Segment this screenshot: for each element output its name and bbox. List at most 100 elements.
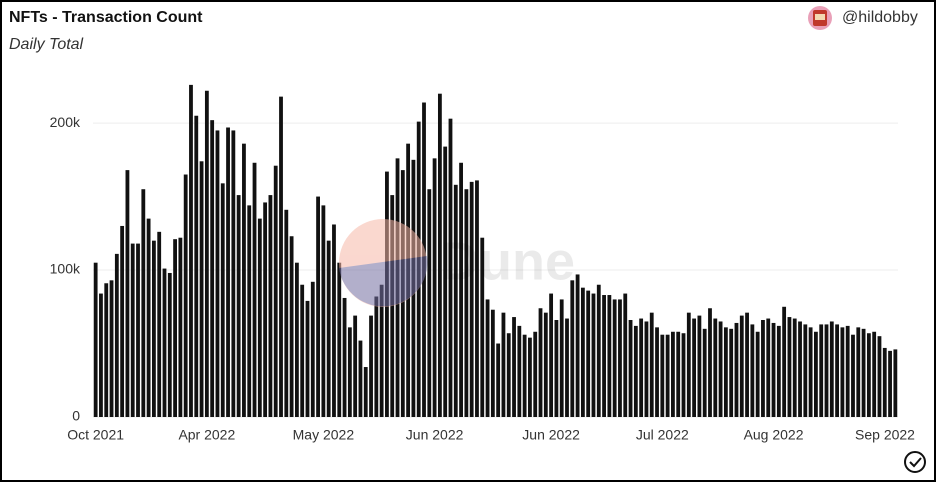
bar (771, 322, 776, 417)
bar (787, 317, 792, 417)
bar (851, 334, 855, 417)
bar (528, 337, 532, 417)
bar (247, 205, 252, 417)
bar (326, 240, 331, 417)
bar (120, 225, 125, 417)
bar (279, 96, 283, 418)
bar (596, 284, 601, 417)
check-icon[interactable] (904, 451, 926, 473)
bar (607, 295, 612, 417)
y-tick-label: 0 (72, 408, 80, 424)
bar (692, 318, 697, 417)
bar (702, 328, 707, 417)
bar (305, 300, 310, 417)
bar (591, 293, 596, 417)
x-tick-label: Apr 2022 (178, 427, 235, 443)
bar (390, 195, 395, 417)
bar (824, 324, 829, 417)
bar (660, 334, 665, 417)
x-tick-label: Oct 2021 (67, 427, 124, 443)
y-tick-label: 100k (50, 261, 81, 277)
bar (840, 327, 845, 417)
bar (782, 306, 787, 417)
bar (866, 333, 871, 417)
author[interactable]: @hildobby (842, 9, 918, 26)
bar (644, 321, 649, 417)
bar (231, 130, 236, 417)
bar (708, 308, 712, 417)
bar (506, 333, 511, 417)
bar (586, 290, 591, 417)
bar (242, 143, 246, 417)
bar (686, 312, 691, 417)
bar (453, 184, 458, 417)
bar (517, 325, 522, 417)
chart-subtitle: Daily Total (9, 36, 84, 53)
bar (623, 293, 628, 417)
bar (570, 280, 575, 417)
bar (93, 262, 98, 417)
bar (167, 272, 172, 417)
bar (618, 299, 622, 417)
bar (543, 312, 548, 417)
bar (501, 312, 506, 417)
bar (745, 312, 749, 417)
bar (284, 209, 289, 417)
x-tick-label: May 2022 (293, 427, 355, 443)
y-tick-label: 200k (50, 114, 81, 130)
bar (872, 331, 877, 417)
bar (766, 318, 771, 417)
bar (893, 349, 898, 417)
bar (475, 180, 479, 417)
bar (257, 218, 262, 417)
bar (220, 183, 225, 417)
bar (776, 325, 781, 417)
bar (734, 322, 739, 417)
x-tick-label: Jul 2022 (636, 427, 689, 443)
bar (104, 283, 109, 417)
bar (671, 331, 675, 417)
bar (554, 320, 559, 417)
bar (612, 299, 617, 417)
bar (729, 328, 734, 417)
bar (369, 315, 373, 417)
bar (114, 253, 119, 417)
bar (321, 205, 326, 417)
bar (602, 295, 606, 417)
bar (819, 324, 824, 417)
x-tick-label: Aug 2022 (744, 427, 804, 443)
bar (803, 324, 808, 417)
bar (337, 262, 342, 417)
bar (146, 218, 151, 417)
bar (109, 280, 114, 417)
bar (273, 165, 278, 417)
bar (363, 367, 368, 417)
bar (845, 325, 850, 417)
bar (464, 189, 469, 417)
bar (347, 327, 352, 417)
bar (798, 321, 802, 417)
bar (580, 287, 585, 417)
bar (861, 328, 866, 417)
bar (522, 334, 527, 417)
bar (877, 336, 882, 417)
bar (162, 268, 167, 417)
bar (628, 320, 633, 417)
bar (761, 320, 765, 417)
bar (263, 202, 268, 417)
bar (130, 243, 135, 417)
bar (856, 327, 861, 417)
bar (814, 331, 818, 417)
x-tick-label: Jun 2022 (522, 427, 580, 443)
bar (882, 347, 887, 417)
bar (353, 315, 358, 417)
bar (215, 130, 220, 417)
bar (226, 127, 230, 417)
bar (533, 331, 538, 417)
bar (316, 196, 320, 417)
bar (300, 284, 305, 417)
bar (141, 189, 146, 417)
bar (342, 297, 347, 417)
bar (485, 299, 490, 417)
